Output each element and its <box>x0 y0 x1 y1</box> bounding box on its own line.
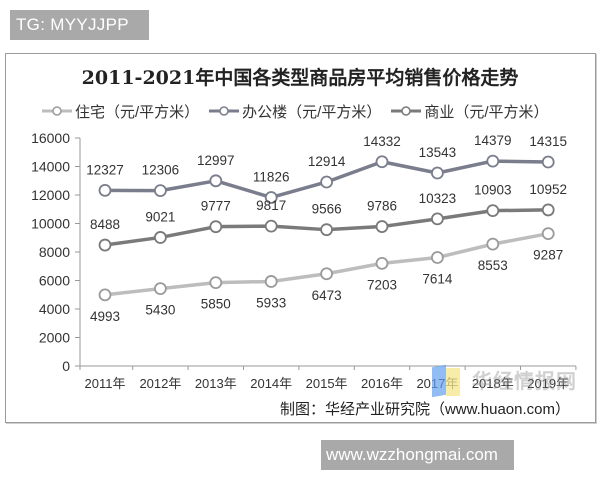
y-tick-label: 6000 <box>39 273 70 289</box>
data-point <box>320 267 334 281</box>
huaon-logo-blue-icon <box>432 364 446 398</box>
data-point <box>486 204 500 218</box>
data-label: 9786 <box>367 199 397 214</box>
y-tick-label: 10000 <box>31 216 70 232</box>
data-label: 9817 <box>256 198 286 213</box>
x-tick-label: 2016年 <box>361 376 403 391</box>
data-point <box>98 238 112 252</box>
data-point <box>98 183 112 197</box>
watermark-tag-top: TG: MYYJJPP <box>10 10 149 40</box>
data-label: 12306 <box>142 163 180 178</box>
legend-item-commercial: 商业（元/平方米） <box>391 101 549 122</box>
data-point <box>430 166 444 180</box>
data-label: 14332 <box>363 134 401 149</box>
y-tick-label: 8000 <box>39 244 70 260</box>
huaon-watermark: 华经情报网 <box>472 371 577 393</box>
x-tick-label: 2018年 <box>472 376 514 391</box>
data-point <box>264 191 278 204</box>
data-point <box>375 155 389 169</box>
x-tick-label: 2011年 <box>85 376 126 391</box>
data-point <box>375 220 389 233</box>
legend-marker-commercial-icon <box>391 106 422 116</box>
legend-label-office: 办公楼（元/平方米） <box>242 103 382 121</box>
y-tick-label: 2000 <box>39 330 70 346</box>
data-label: 5933 <box>256 295 286 310</box>
data-label: 5430 <box>145 303 175 318</box>
data-label: 9777 <box>201 199 231 214</box>
data-label: 12997 <box>197 153 235 168</box>
data-point <box>153 184 167 198</box>
data-point <box>98 288 112 302</box>
data-label: 6473 <box>312 288 342 303</box>
data-point <box>209 174 223 188</box>
data-point <box>541 227 555 241</box>
x-tick-label: 2012年 <box>139 376 181 391</box>
y-tick-label: 0 <box>62 358 70 374</box>
chart-credit: 制图：华经产业研究院（www.huaon.com） <box>279 401 570 418</box>
data-label: 10903 <box>474 183 512 198</box>
y-tick-label: 16000 <box>31 130 70 146</box>
data-point <box>375 256 389 270</box>
data-label: 12327 <box>86 162 124 177</box>
data-point <box>320 223 334 237</box>
data-label: 10323 <box>419 191 457 206</box>
huaon-logo-yellow-icon <box>446 368 460 396</box>
data-point <box>153 231 167 244</box>
watermark-tag-bottom: www.wzzhongmai.com <box>321 440 514 470</box>
data-label: 9287 <box>533 248 563 263</box>
legend-item-residential: 住宅（元/平方米） <box>42 101 199 122</box>
data-label: 7614 <box>422 272 453 287</box>
data-point <box>264 219 278 233</box>
data-point <box>541 155 555 169</box>
y-tick-label: 4000 <box>39 301 70 317</box>
data-label: 7203 <box>367 277 397 292</box>
data-label: 10952 <box>529 182 567 197</box>
data-label: 8553 <box>478 258 508 273</box>
x-tick-label: 2014年 <box>250 376 292 391</box>
data-point <box>153 282 167 296</box>
legend-item-office: 办公楼（元/平方米） <box>209 101 381 122</box>
chart-legend: 住宅（元/平方米） 办公楼（元/平方米） 商业（元/平方米） <box>42 101 559 121</box>
x-tick-label: 2015年 <box>306 376 348 391</box>
data-label: 13543 <box>419 145 457 160</box>
data-point <box>430 212 444 226</box>
data-point <box>486 237 500 251</box>
x-tick-label: 2019年 <box>527 376 569 391</box>
chart-frame <box>5 53 596 423</box>
legend-marker-office-icon <box>209 106 240 116</box>
x-tick-label: 2013年 <box>195 376 237 391</box>
y-tick-label: 12000 <box>31 187 70 203</box>
data-point <box>209 220 223 234</box>
data-point <box>320 175 334 189</box>
data-point <box>264 275 278 288</box>
chart-title: 2011-2021年中国各类型商品房平均销售价格走势 <box>81 67 519 89</box>
data-label: 14379 <box>474 133 512 148</box>
data-point <box>541 203 555 217</box>
data-label: 9021 <box>145 209 175 224</box>
data-point <box>430 251 444 264</box>
y-tick-label: 14000 <box>31 159 70 175</box>
legend-label-residential: 住宅（元/平方米） <box>75 103 200 121</box>
data-label: 11826 <box>253 169 290 184</box>
data-point <box>209 276 223 290</box>
data-label: 5850 <box>201 297 231 312</box>
legend-label-commercial: 商业（元/平方米） <box>424 103 549 121</box>
data-label: 14315 <box>529 134 567 149</box>
data-label: 4993 <box>90 309 120 324</box>
legend-marker-residential-icon <box>42 106 72 116</box>
data-label: 9566 <box>312 202 342 217</box>
data-label: 8488 <box>90 217 120 232</box>
data-point <box>486 154 500 168</box>
data-label: 12914 <box>308 154 346 169</box>
